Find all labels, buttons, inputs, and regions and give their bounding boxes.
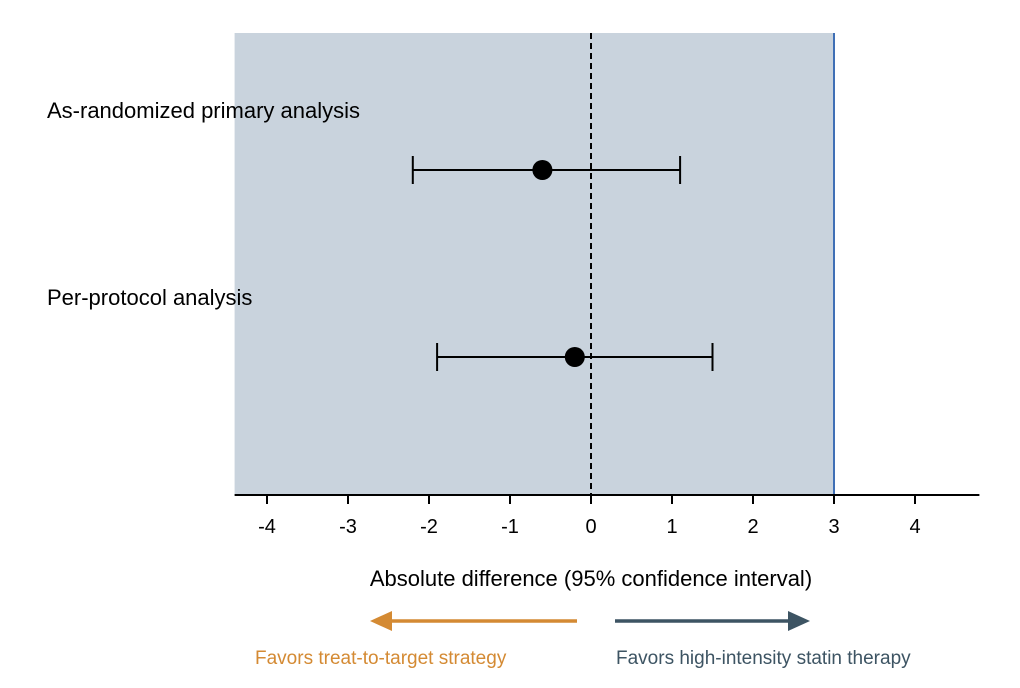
forest-row-label: Per-protocol analysis bbox=[47, 285, 252, 310]
x-tick-label: -4 bbox=[258, 516, 276, 538]
point-estimate-marker bbox=[564, 347, 585, 367]
forest-row: Per-protocol analysis bbox=[47, 285, 714, 371]
favors-right-arrow bbox=[615, 611, 810, 631]
favors-legend: Favors treat-to-target strategy Favors h… bbox=[255, 611, 911, 669]
non-inferiority-shaded-region bbox=[234, 33, 835, 495]
forest-rows: As-randomized primary analysis Per-protoc… bbox=[47, 98, 714, 371]
point-estimate-marker bbox=[532, 160, 553, 180]
x-tick-label: 0 bbox=[585, 516, 596, 538]
x-axis-title: Absolute difference (95% confidence inte… bbox=[370, 566, 812, 591]
forest-row: As-randomized primary analysis bbox=[47, 98, 682, 184]
forest-row-label: As-randomized primary analysis bbox=[47, 98, 360, 123]
x-tick-label: -3 bbox=[339, 516, 357, 538]
x-axis-ticks: -4 -3 -2 -1 0 1 2 3 4 bbox=[258, 495, 921, 538]
x-tick-label: -2 bbox=[420, 516, 438, 538]
x-tick-label: 2 bbox=[747, 516, 758, 538]
x-tick-label: 4 bbox=[909, 516, 920, 538]
favors-right-label: Favors high-intensity statin therapy bbox=[616, 648, 911, 669]
x-tick-label: 3 bbox=[828, 516, 839, 538]
favors-left-label: Favors treat-to-target strategy bbox=[255, 648, 507, 669]
x-tick-label: 1 bbox=[666, 516, 677, 538]
x-tick-label: -1 bbox=[501, 516, 519, 538]
